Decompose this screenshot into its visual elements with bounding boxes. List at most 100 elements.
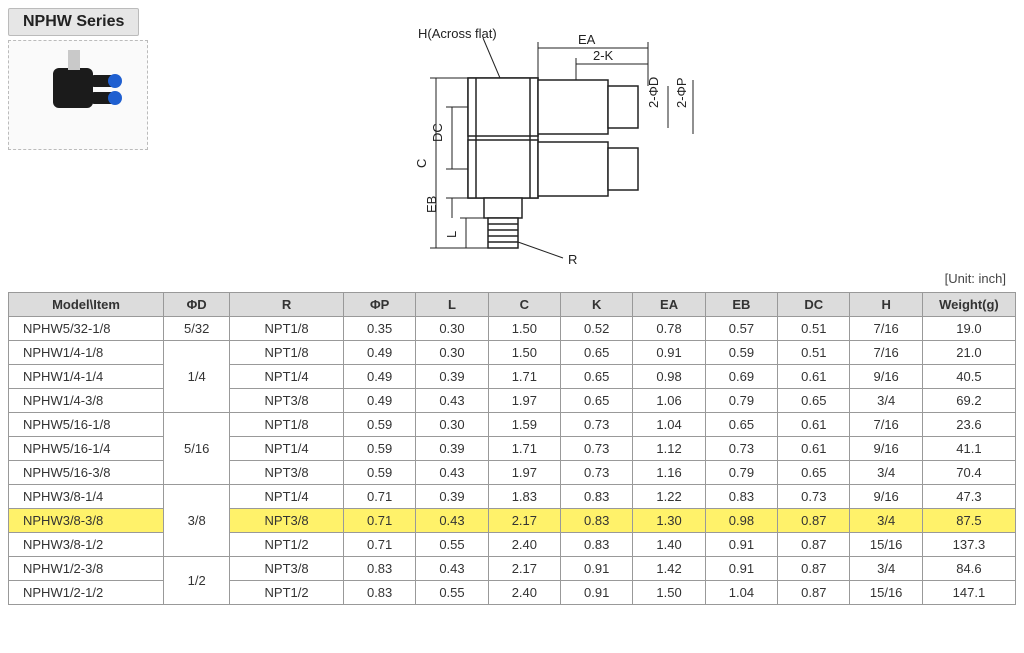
cell-h: 3/4	[850, 509, 922, 533]
cell-model: NPHW1/4-3/8	[9, 389, 164, 413]
spec-table: Model\Item ΦD R ΦP L C K EA EB DC H Weig…	[8, 292, 1016, 605]
cell-model: NPHW1/2-3/8	[9, 557, 164, 581]
cell-h: 9/16	[850, 437, 922, 461]
cell-ea: 1.22	[633, 485, 705, 509]
cell-w: 23.6	[922, 413, 1015, 437]
cell-ea: 1.50	[633, 581, 705, 605]
cell-eb: 0.69	[705, 365, 777, 389]
product-photo	[8, 40, 148, 150]
table-row: NPHW5/16-1/4NPT1/40.590.391.710.731.120.…	[9, 437, 1016, 461]
cell-model: NPHW3/8-1/4	[9, 485, 164, 509]
table-row: NPHW5/16-3/8NPT3/80.590.431.970.731.160.…	[9, 461, 1016, 485]
cell-r: NPT1/8	[230, 317, 344, 341]
diagram-label-h: H(Across flat)	[418, 26, 497, 41]
cell-phip: 0.35	[343, 317, 415, 341]
cell-phip: 0.59	[343, 437, 415, 461]
cell-k: 0.83	[561, 485, 633, 509]
cell-phip: 0.49	[343, 389, 415, 413]
cell-r: NPT1/4	[230, 365, 344, 389]
cell-phid: 5/32	[164, 317, 230, 341]
diagram-label-l: L	[444, 231, 459, 238]
unit-label: [Unit: inch]	[945, 271, 1006, 286]
cell-phip: 0.71	[343, 509, 415, 533]
cell-r: NPT1/8	[230, 413, 344, 437]
cell-c: 1.83	[488, 485, 560, 509]
th-model: Model\Item	[9, 293, 164, 317]
cell-l: 0.39	[416, 437, 488, 461]
cell-k: 0.83	[561, 533, 633, 557]
cell-w: 47.3	[922, 485, 1015, 509]
cell-phip: 0.71	[343, 533, 415, 557]
cell-c: 1.50	[488, 341, 560, 365]
cell-k: 0.73	[561, 437, 633, 461]
table-row: NPHW5/16-1/85/16NPT1/80.590.301.590.731.…	[9, 413, 1016, 437]
cell-ea: 1.04	[633, 413, 705, 437]
cell-eb: 0.59	[705, 341, 777, 365]
cell-h: 7/16	[850, 341, 922, 365]
cell-w: 41.1	[922, 437, 1015, 461]
cell-w: 69.2	[922, 389, 1015, 413]
cell-eb: 0.83	[705, 485, 777, 509]
diagram-label-eb: EB	[424, 196, 439, 213]
cell-eb: 0.91	[705, 533, 777, 557]
cell-h: 15/16	[850, 581, 922, 605]
th-phip: ΦP	[343, 293, 415, 317]
cell-c: 1.59	[488, 413, 560, 437]
cell-ea: 1.06	[633, 389, 705, 413]
th-ea: EA	[633, 293, 705, 317]
fitting-photo-icon	[23, 50, 133, 140]
cell-ea: 0.91	[633, 341, 705, 365]
cell-l: 0.43	[416, 509, 488, 533]
cell-h: 3/4	[850, 557, 922, 581]
cell-model: NPHW3/8-3/8	[9, 509, 164, 533]
cell-w: 84.6	[922, 557, 1015, 581]
cell-r: NPT1/2	[230, 533, 344, 557]
th-weight: Weight(g)	[922, 293, 1015, 317]
cell-phip: 0.71	[343, 485, 415, 509]
cell-phip: 0.83	[343, 557, 415, 581]
cell-h: 15/16	[850, 533, 922, 557]
cell-eb: 0.98	[705, 509, 777, 533]
cell-dc: 0.87	[778, 533, 850, 557]
cell-phip: 0.49	[343, 341, 415, 365]
cell-l: 0.30	[416, 413, 488, 437]
cell-c: 1.71	[488, 437, 560, 461]
cell-c: 2.40	[488, 581, 560, 605]
cell-model: NPHW5/16-3/8	[9, 461, 164, 485]
th-h: H	[850, 293, 922, 317]
cell-ea: 0.78	[633, 317, 705, 341]
cell-w: 70.4	[922, 461, 1015, 485]
cell-r: NPT1/4	[230, 485, 344, 509]
cell-model: NPHW5/16-1/8	[9, 413, 164, 437]
table-row: NPHW3/8-1/43/8NPT1/40.710.391.830.831.22…	[9, 485, 1016, 509]
header-row: NPHW Series	[8, 8, 1016, 288]
cell-c: 1.50	[488, 317, 560, 341]
series-title-tab: NPHW Series	[8, 8, 139, 36]
diagram-label-dc: DC	[430, 123, 445, 142]
cell-k: 0.91	[561, 581, 633, 605]
cell-r: NPT1/2	[230, 581, 344, 605]
cell-ea: 1.12	[633, 437, 705, 461]
cell-l: 0.43	[416, 557, 488, 581]
cell-w: 137.3	[922, 533, 1015, 557]
cell-h: 3/4	[850, 461, 922, 485]
cell-phip: 0.83	[343, 581, 415, 605]
diagram-label-r: R	[568, 252, 577, 267]
cell-dc: 0.73	[778, 485, 850, 509]
cell-k: 0.65	[561, 341, 633, 365]
cell-c: 1.97	[488, 461, 560, 485]
cell-eb: 0.91	[705, 557, 777, 581]
table-row: NPHW3/8-1/2NPT1/20.710.552.400.831.400.9…	[9, 533, 1016, 557]
cell-k: 0.65	[561, 389, 633, 413]
cell-l: 0.55	[416, 533, 488, 557]
cell-h: 7/16	[850, 413, 922, 437]
cell-r: NPT3/8	[230, 557, 344, 581]
cell-phid: 3/8	[164, 485, 230, 557]
cell-dc: 0.87	[778, 581, 850, 605]
cell-w: 147.1	[922, 581, 1015, 605]
cell-h: 3/4	[850, 389, 922, 413]
table-row: NPHW5/32-1/85/32NPT1/80.350.301.500.520.…	[9, 317, 1016, 341]
diagram-label-2phip: 2-ΦP	[674, 77, 689, 108]
cell-ea: 0.98	[633, 365, 705, 389]
cell-l: 0.39	[416, 365, 488, 389]
